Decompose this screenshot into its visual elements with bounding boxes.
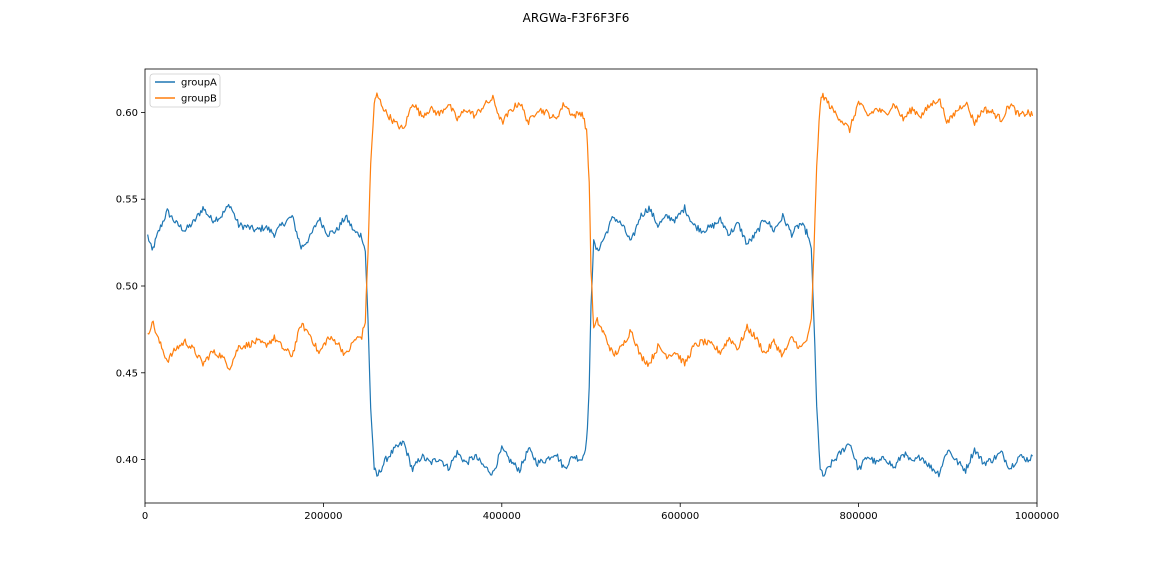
series-line-groupA <box>147 203 1033 478</box>
y-axis: 0.40 0.45 0.50 0.55 0.60 <box>116 108 145 466</box>
y-tick-label: 0.60 <box>116 108 138 119</box>
legend-label-groupA: groupA <box>181 78 217 89</box>
plot-frame <box>144 68 1038 504</box>
series-layer <box>147 92 1034 478</box>
x-tick-label: 600000 <box>661 511 699 522</box>
legend-label-groupB: groupB <box>181 94 217 105</box>
x-tick-label: 800000 <box>840 511 878 522</box>
y-tick-label: 0.50 <box>116 282 138 293</box>
y-tick-label: 0.45 <box>116 368 138 379</box>
x-tick-label: 1000000 <box>1015 511 1060 522</box>
x-tick-label: 400000 <box>483 511 521 522</box>
series-line-groupB <box>147 92 1034 371</box>
chart-title: ARGWa-F3F6F3F6 <box>523 11 630 25</box>
x-tick-label: 200000 <box>304 511 342 522</box>
x-tick-label: 0 <box>142 511 148 522</box>
x-axis: 0 200000 400000 600000 800000 1000000 <box>142 503 1059 522</box>
y-tick-label: 0.40 <box>116 455 138 466</box>
y-tick-label: 0.55 <box>116 195 138 206</box>
legend: groupA groupB <box>149 73 221 108</box>
